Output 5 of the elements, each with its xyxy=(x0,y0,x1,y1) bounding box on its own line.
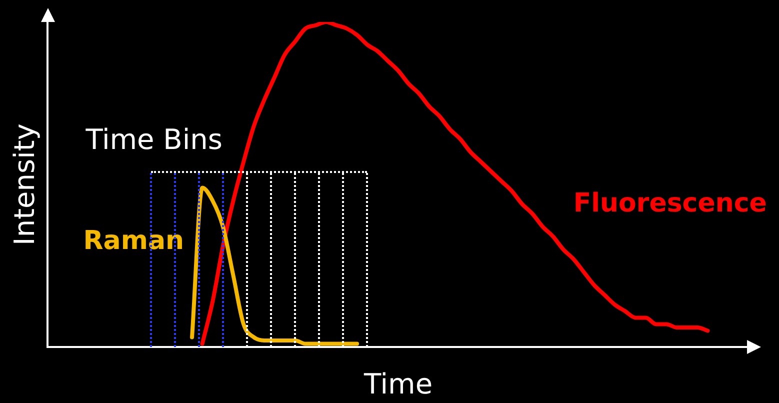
series-label: Raman xyxy=(83,226,184,256)
annotation: Time Bins xyxy=(86,123,222,156)
series-label: Fluorescence xyxy=(573,188,767,218)
x-axis-title: Time xyxy=(363,367,433,400)
y-axis-title: Intensity xyxy=(8,124,42,246)
